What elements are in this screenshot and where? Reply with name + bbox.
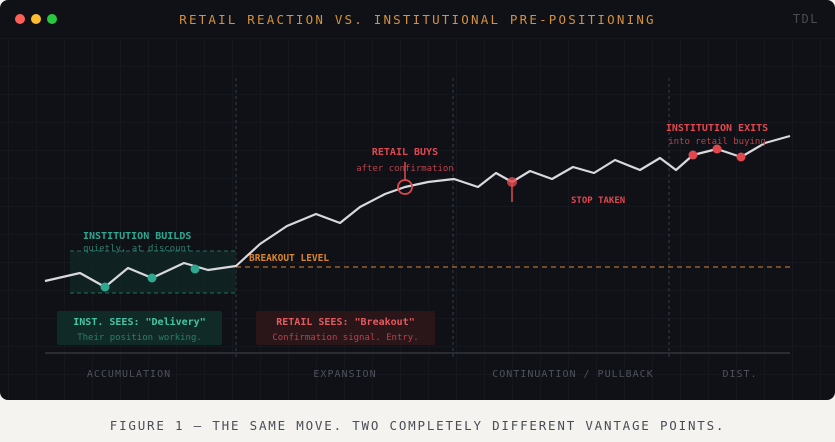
institution-view-box	[57, 311, 222, 345]
grid-background	[0, 38, 835, 400]
retail-buys-sublabel: after confirmation	[356, 164, 454, 174]
retail-view-subtitle: Confirmation signal. Entry.	[272, 333, 418, 343]
brand-logo: TDL	[792, 12, 819, 26]
institution-builds-label: INSTITUTION BUILDS	[83, 231, 191, 242]
phase-label-expansion: EXPANSION	[313, 369, 376, 380]
chart-window: RETAIL REACTION VS. INSTITUTIONAL PRE-PO…	[0, 0, 835, 400]
stop-taken-marker	[507, 177, 517, 187]
phase-label-distribution: DIST.	[722, 369, 757, 380]
window-title: RETAIL REACTION VS. INSTITUTIONAL PRE-PO…	[179, 12, 656, 27]
diagram-canvas: BREAKOUT LEVEL INSTITUTION BUILDS quietl…	[0, 38, 835, 400]
retail-buys-label: RETAIL BUYS	[372, 147, 438, 158]
maximize-window-button[interactable]	[47, 14, 57, 24]
close-window-button[interactable]	[15, 14, 25, 24]
accumulation-zone	[70, 251, 236, 293]
institution-exits-label: INSTITUTION EXITS	[666, 123, 768, 134]
minimize-window-button[interactable]	[31, 14, 41, 24]
breakout-level-label: BREAKOUT LEVEL	[249, 253, 329, 264]
institution-view-title: INST. SEES: "Delivery"	[73, 316, 205, 328]
institution-exit-marker	[736, 152, 746, 162]
price-line	[44, 134, 791, 289]
stop-taken-label: STOP TAKEN	[571, 196, 625, 206]
institution-view-subtitle: Their position working.	[77, 333, 202, 343]
institution-exit-marker	[688, 150, 698, 160]
retail-buys-marker	[397, 179, 413, 195]
figure-caption: FIGURE 1 — THE SAME MOVE. TWO COMPLETELY…	[109, 418, 726, 433]
title-bar: RETAIL REACTION VS. INSTITUTIONAL PRE-PO…	[0, 0, 835, 38]
institution-buy-marker	[147, 273, 157, 283]
institution-exit-marker	[712, 144, 722, 154]
phase-label-continuation: CONTINUATION / PULLBACK	[492, 369, 653, 380]
institution-buy-marker	[100, 282, 110, 292]
institution-builds-sublabel: quietly, at discount	[83, 244, 191, 254]
institution-buy-marker	[190, 264, 200, 274]
retail-view-box	[256, 311, 435, 345]
institution-exits-sublabel: into retail buying	[668, 137, 766, 147]
phase-label-accumulation: ACCUMULATION	[87, 369, 171, 380]
retail-view-title: RETAIL SEES: "Breakout"	[276, 317, 414, 328]
